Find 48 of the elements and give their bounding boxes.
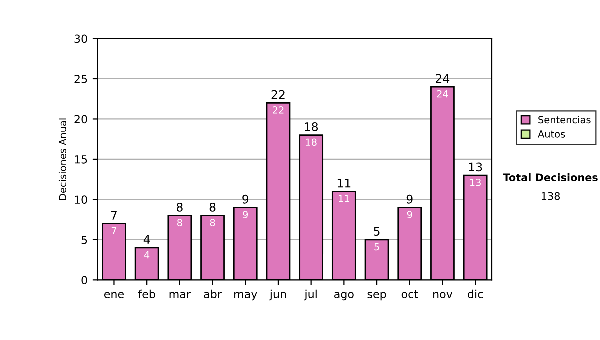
x-tick-label: feb: [138, 290, 156, 298]
total-label: 5: [374, 227, 380, 236]
total-label: 4: [144, 235, 150, 244]
total-label: 9: [242, 194, 249, 204]
y-tick-label: 0: [82, 276, 88, 285]
y-tick-label: 15: [75, 156, 88, 164]
x-tick-label: sep: [368, 292, 386, 301]
y-tick-label: 10: [75, 196, 88, 204]
data-label: 4: [144, 251, 150, 259]
total-label: 22: [272, 90, 285, 100]
x-tick-label: abr: [204, 290, 222, 298]
total-label: 13: [469, 162, 482, 172]
y-tick-label: 25: [74, 74, 88, 84]
data-label: 22: [273, 106, 284, 114]
data-label: 11: [339, 195, 350, 202]
legend-label: Sentencias: [538, 116, 591, 124]
x-tick-label: mar: [170, 292, 192, 298]
total-label: 24: [436, 74, 450, 83]
legend-label: Autos: [538, 130, 566, 138]
data-label: 13: [470, 178, 481, 186]
data-label: 7: [112, 227, 116, 234]
y-axis-title: Decisiones Anual: [58, 118, 66, 200]
data-label: 9: [407, 211, 412, 218]
x-tick-label: oct: [402, 290, 418, 298]
data-label: 8: [177, 219, 182, 227]
text: Total Decisiones: [503, 173, 598, 182]
x-tick-label: jun: [270, 290, 286, 301]
x-tick-label: dic: [468, 290, 484, 298]
data-label: 18: [306, 138, 317, 146]
x-tick-label: ago: [334, 292, 354, 301]
x-tick-label: nov: [434, 292, 453, 298]
data-label: 9: [243, 211, 248, 218]
y-tick-label: 30: [74, 34, 88, 44]
total-label: 9: [406, 194, 413, 204]
total-label: 18: [305, 122, 318, 132]
total-label: 7: [111, 211, 117, 220]
data-label: 24: [437, 90, 448, 98]
total-label: 8: [176, 202, 183, 212]
total-label: 11: [338, 178, 351, 188]
text: 138: [542, 192, 560, 200]
y-tick-label: 20: [74, 115, 88, 124]
y-tick-label: 5: [82, 236, 88, 244]
data-label: 5: [374, 243, 380, 251]
x-tick-label: ene: [104, 292, 124, 298]
total-label: 8: [210, 202, 216, 212]
data-label: 8: [210, 219, 216, 227]
x-tick-label: jul: [304, 290, 317, 301]
x-tick-label: may: [234, 292, 258, 301]
